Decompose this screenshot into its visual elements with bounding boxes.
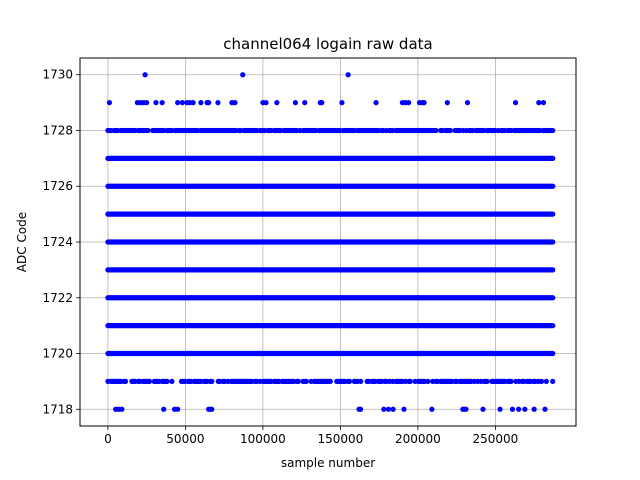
data-points <box>105 72 556 412</box>
x-tick-label: 50000 <box>166 432 204 446</box>
data-point <box>463 406 469 412</box>
data-point <box>206 100 212 106</box>
y-tick-label: 1720 <box>42 347 73 361</box>
data-point <box>497 406 503 412</box>
data-point <box>302 100 308 106</box>
y-tick-label: 1718 <box>42 402 73 416</box>
y-axis-ticks: 1718 1720 1722 1724 1726 1728 1730 <box>42 68 80 416</box>
data-point <box>175 100 181 106</box>
data-point <box>327 378 333 384</box>
data-point <box>522 406 528 412</box>
data-point <box>480 406 486 412</box>
y-tick-label: 1722 <box>42 291 73 305</box>
data-point <box>274 100 280 106</box>
data-point <box>146 378 153 384</box>
data-point <box>406 100 412 106</box>
x-tick-label: 150000 <box>317 432 363 446</box>
data-point <box>144 100 150 106</box>
data-point <box>159 100 165 106</box>
data-point <box>516 406 522 412</box>
data-point <box>401 406 407 412</box>
data-point <box>106 100 113 106</box>
y-tick-label: 1730 <box>42 68 73 82</box>
data-point <box>346 378 353 384</box>
data-point <box>209 406 215 412</box>
data-level-band <box>105 267 556 273</box>
data-point <box>303 378 309 384</box>
y-tick-label: 1724 <box>42 235 73 249</box>
data-point <box>263 100 269 106</box>
data-point <box>190 100 196 106</box>
data-point <box>232 100 238 106</box>
data-point <box>319 100 325 106</box>
data-point <box>425 378 431 384</box>
data-point <box>339 100 345 106</box>
y-tick-label: 1728 <box>42 123 73 137</box>
y-tick-label: 1726 <box>42 179 73 193</box>
data-point <box>538 378 545 384</box>
data-point <box>292 100 299 106</box>
x-tick-label: 200000 <box>395 432 441 446</box>
data-point <box>381 406 387 412</box>
x-tick-label: 100000 <box>240 432 286 446</box>
data-level-band <box>105 183 556 189</box>
x-tick-label: 0 <box>104 432 112 446</box>
data-level-band <box>105 211 556 217</box>
data-point <box>433 127 439 134</box>
data-point <box>543 378 549 384</box>
data-point <box>142 72 148 78</box>
data-point <box>542 406 548 412</box>
x-axis-label: sample number <box>281 456 375 470</box>
data-point <box>550 127 556 134</box>
y-axis-label: ADC Code <box>15 212 29 272</box>
data-point <box>390 406 396 412</box>
data-point <box>209 378 215 384</box>
data-level-band <box>105 295 556 301</box>
data-point <box>421 100 427 106</box>
data-point <box>345 72 351 78</box>
data-point <box>373 100 379 106</box>
data-point <box>407 378 413 384</box>
data-point <box>295 378 301 384</box>
data-point <box>145 127 151 134</box>
data-point <box>512 100 519 106</box>
x-axis-ticks: 0 50000 100000 150000 200000 250000 <box>104 426 518 446</box>
data-level-band <box>105 350 556 357</box>
data-point <box>357 406 364 412</box>
data-point <box>484 378 490 384</box>
data-point <box>240 72 246 78</box>
data-point <box>161 406 167 412</box>
data-point <box>508 378 514 384</box>
data-level-band <box>105 239 556 245</box>
data-point <box>358 378 364 384</box>
data-point <box>169 378 175 384</box>
data-point <box>464 100 471 106</box>
data-point <box>215 100 221 106</box>
x-tick-label: 250000 <box>472 432 518 446</box>
data-point <box>447 127 453 134</box>
data-point <box>179 100 185 106</box>
data-point <box>531 406 537 412</box>
data-point <box>198 100 204 106</box>
data-point <box>536 100 542 106</box>
chart-title: channel064 logain raw data <box>223 35 432 53</box>
data-point <box>385 406 392 412</box>
data-point <box>550 378 556 384</box>
data-level-band <box>105 155 556 161</box>
data-point <box>164 378 170 384</box>
data-point <box>122 378 129 384</box>
data-point <box>429 406 435 412</box>
data-point <box>540 100 547 106</box>
data-point <box>153 100 159 106</box>
data-point <box>175 406 181 412</box>
data-point <box>509 406 516 412</box>
data-point <box>444 100 450 106</box>
data-point <box>119 406 125 412</box>
data-level-band <box>105 323 556 329</box>
